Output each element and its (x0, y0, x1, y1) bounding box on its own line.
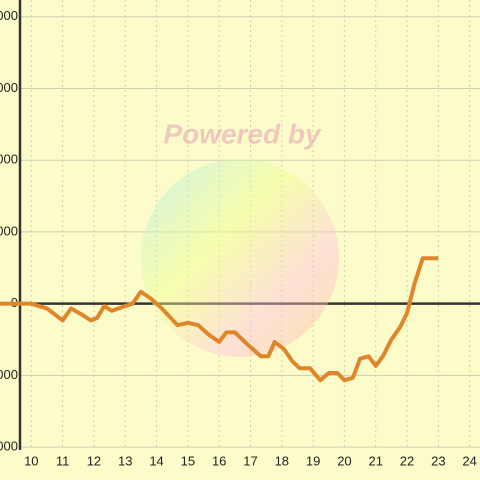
x-tick-label: 20 (337, 453, 351, 468)
y-tick-label: -3,000 (0, 367, 18, 382)
y-tick-label: 6,000 (0, 152, 18, 167)
watermark-logo (141, 159, 339, 357)
watermark-text: Powered by (163, 118, 322, 149)
y-tick-label: 9,000 (0, 80, 18, 95)
x-tick-label: 16 (212, 453, 226, 468)
x-tick-label: 22 (400, 453, 414, 468)
x-tick-label: 17 (243, 453, 257, 468)
x-tick-label: 23 (431, 453, 445, 468)
y-tick-label: 3,000 (0, 223, 18, 238)
x-tick-label: 10 (24, 453, 38, 468)
y-tick-label: -6,000 (0, 439, 18, 454)
x-tick-label: 13 (118, 453, 132, 468)
x-tick-label: 15 (181, 453, 195, 468)
plot (0, 256, 439, 383)
x-tick-label: 11 (56, 453, 70, 468)
x-tick-label: 14 (149, 453, 163, 468)
x-tick-label: 12 (87, 453, 101, 468)
data-line (0, 256, 439, 383)
x-tick-label: 24 (462, 453, 476, 468)
y-tick-label: 12,000 (0, 8, 18, 23)
watermark: Powered by (141, 118, 339, 357)
x-tick-label: 21 (368, 453, 382, 468)
x-tick-label: 19 (306, 453, 320, 468)
x-tick-label: 18 (275, 453, 289, 468)
